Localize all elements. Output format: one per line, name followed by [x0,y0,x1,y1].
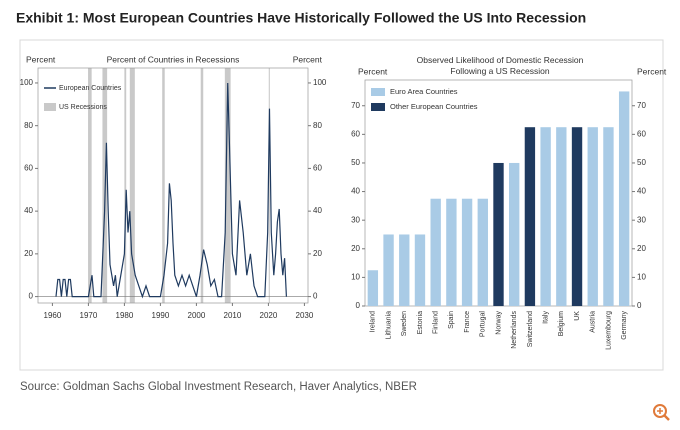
legend-label: European Countries [59,85,122,92]
x-tick-label: Netherlands [511,311,518,349]
y-tick-label: 20 [24,249,33,258]
bar [414,234,426,306]
x-tick-label: Germany [621,311,628,340]
bar [430,198,441,306]
y2-tick-label: 70 [637,101,646,110]
legend-swatch [371,103,385,111]
x-tick-label: Portugal [480,311,487,338]
bar [571,127,583,306]
bar [367,270,379,306]
x-tick-label: 2030 [296,311,314,320]
y-tick-label: 30 [351,215,360,224]
x-tick-label: Sweden [401,311,408,336]
y-tick-label: 100 [20,78,34,87]
recession-band [88,68,92,303]
legend-swatch [371,88,385,96]
x-tick-label: Austria [590,311,597,333]
chart-title: Percent of Countries in Recessions [107,54,240,64]
x-tick-label: 1960 [44,311,62,320]
y2-tick-label: 0 [637,301,642,310]
x-tick-label: 2000 [188,311,206,320]
x-tick-label: UK [574,311,581,321]
y2-tick-label: 60 [637,129,646,138]
legend-label: US Recessions [59,104,107,111]
recession-band [162,68,165,303]
x-tick-label: Norway [495,311,502,335]
legend-label: Euro Area Countries [390,87,458,96]
bar [540,127,551,306]
recession-band [129,68,135,303]
source: Source: Goldman Sachs Global Investment … [20,381,417,393]
y-tick-label: 80 [24,121,33,130]
y2-tick-label: 80 [313,121,322,130]
bar [556,127,567,306]
x-tick-label: Finland [433,311,440,334]
y2-tick-label: 20 [637,244,646,253]
y-tick-label: 70 [351,101,360,110]
x-tick-label: Estonia [417,311,424,334]
y-tick-label: 50 [351,158,360,167]
bar [587,127,598,306]
bar [493,162,504,306]
bar [446,198,457,306]
y2-axis-label: Percent [293,54,323,64]
y2-tick-label: 100 [313,78,327,87]
y-tick-label: 0 [29,292,34,301]
bar [461,198,473,306]
y2-tick-label: 60 [313,164,322,173]
y-tick-label: 40 [351,187,360,196]
bar [509,162,520,306]
x-tick-label: Luxembourg [605,311,612,350]
bar-chart-title: Observed Likelihood of Domestic Recessio… [416,55,584,76]
x-tick-label: Ireland [370,311,377,333]
recession-band [268,68,270,303]
y-tick-label: 60 [24,164,33,173]
x-tick-label: Lithuania [385,311,392,340]
x-tick-label: France [464,311,471,333]
recession-band [200,68,204,303]
y2-axis-label: Percent [637,66,667,76]
bar [399,234,410,306]
x-tick-label: Spain [448,311,455,329]
bar [603,127,614,306]
plot-frame [37,67,309,304]
y-axis-label: Percent [26,54,56,64]
line [55,82,287,299]
y2-tick-label: 0 [313,292,318,301]
zoom-icon[interactable] [653,404,670,421]
x-tick-label: Belgium [558,311,565,336]
legend-label: Other European Countries [390,102,478,111]
y-axis-label: Percent [358,66,388,76]
x-tick-label: Switzerland [527,311,534,347]
y-tick-label: 40 [24,206,33,215]
y2-tick-label: 40 [313,206,322,215]
y2-tick-label: 30 [637,215,646,224]
recession-band [224,68,231,303]
y-tick-label: 10 [351,273,360,282]
bar [618,91,630,306]
y2-tick-label: 10 [637,273,646,282]
recession-band [124,68,127,303]
y-tick-label: 0 [356,301,361,310]
x-tick-label: 1980 [116,311,134,320]
y2-tick-label: 40 [637,187,646,196]
x-tick-label: 1990 [152,311,170,320]
headline: Exhibit 1: Most European Countries Have … [16,10,586,26]
bar [477,198,488,306]
y2-tick-label: 20 [313,249,322,258]
x-tick-label: 2020 [260,311,278,320]
x-tick-label: Italy [542,311,549,324]
x-tick-label: 1970 [80,311,98,320]
bar [383,234,394,306]
y2-tick-label: 50 [637,158,646,167]
y-tick-label: 60 [351,129,360,138]
x-tick-label: 2010 [224,311,242,320]
bar [524,127,536,306]
y-tick-label: 20 [351,244,360,253]
legend-swatch [44,103,56,111]
